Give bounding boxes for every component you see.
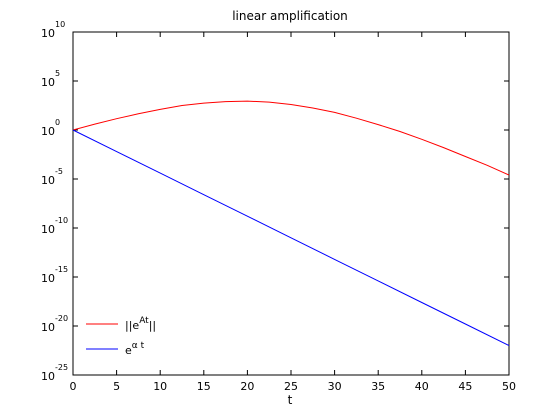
y-tick-base: 10 <box>41 76 55 89</box>
y-tick-exponent: -5 <box>55 167 63 176</box>
x-axis-ticks: 0 5 10 15 20 25 30 35 40 45 50 <box>70 32 516 393</box>
legend-label-1: eα t <box>125 341 145 357</box>
y-tick-exponent: 0 <box>55 118 60 127</box>
y-tick-exponent: 10 <box>55 20 65 29</box>
y-tick-base: 10 <box>41 223 55 236</box>
y-tick-exponent: 5 <box>55 69 60 78</box>
y-tick-exponent: -15 <box>55 265 68 274</box>
legend: ||eAt|| eα t <box>86 316 156 357</box>
x-tick-label: 0 <box>70 380 77 393</box>
x-tick-label: 50 <box>502 380 516 393</box>
x-tick-label: 5 <box>113 380 120 393</box>
x-tick-label: 25 <box>284 380 298 393</box>
x-tick-label: 45 <box>458 380 472 393</box>
y-tick-exponent: -25 <box>55 363 68 372</box>
x-tick-label: 15 <box>197 380 211 393</box>
plot-area <box>72 31 510 376</box>
y-tick-base: 10 <box>41 27 55 40</box>
y-tick-base: 10 <box>41 272 55 285</box>
x-tick-label: 30 <box>328 380 342 393</box>
y-tick-base: 10 <box>41 370 55 383</box>
legend-label-0: ||eAt|| <box>125 316 156 332</box>
x-tick-label: 35 <box>371 380 385 393</box>
y-tick-base: 10 <box>41 321 55 334</box>
y-tick-exponent: -10 <box>55 216 68 225</box>
series-lines <box>72 100 510 347</box>
series-line-0 <box>72 100 510 176</box>
x-tick-label: 40 <box>415 380 429 393</box>
y-tick-exponent: -20 <box>55 314 68 323</box>
x-tick-label: 20 <box>240 380 254 393</box>
series-line-1 <box>72 129 510 347</box>
y-tick-base: 10 <box>41 174 55 187</box>
x-tick-label: 10 <box>153 380 167 393</box>
x-axis-label: t <box>288 393 293 407</box>
y-tick-base: 10 <box>41 125 55 138</box>
chart-title: linear amplification <box>232 9 348 23</box>
